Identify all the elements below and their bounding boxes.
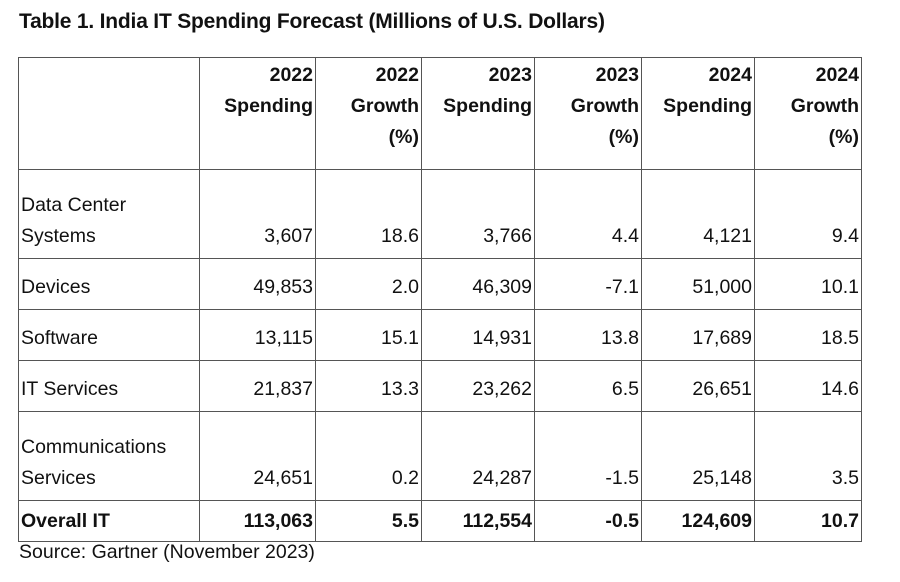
table-cell: 24,287 (421, 411, 535, 501)
table-cell: 25,148 (641, 411, 755, 501)
table-cell: 4,121 (641, 169, 755, 259)
corner-cell (18, 57, 200, 170)
table-cell: 124,609 (641, 500, 755, 542)
table-cell: 13,115 (199, 309, 316, 361)
table-cell: 26,651 (641, 360, 755, 412)
row-label-it-services: IT Services (18, 360, 200, 412)
table-title: Table 1. India IT Spending Forecast (Mil… (19, 10, 605, 33)
table-cell: 9.4 (754, 169, 862, 259)
table-cell: 3,766 (421, 169, 535, 259)
column-header-2024-growth: 2024 Growth (%) (754, 57, 862, 170)
row-label-communications-services: Communications Services (18, 411, 200, 501)
column-header-2022-growth: 2022 Growth (%) (315, 57, 422, 170)
column-header-2023-growth: 2023 Growth (%) (534, 57, 642, 170)
table-cell: 13.3 (315, 360, 422, 412)
table-cell: -0.5 (534, 500, 642, 542)
table-row: Communications Services 24,651 0.2 24,28… (18, 411, 862, 501)
table-cell: 10.1 (754, 258, 862, 310)
column-header-2024-spending: 2024 Spending (641, 57, 755, 170)
row-label-overall-it: Overall IT (18, 500, 200, 542)
table-cell: 10.7 (754, 500, 862, 542)
table-cell: -7.1 (534, 258, 642, 310)
table-cell: 21,837 (199, 360, 316, 412)
table-row: Data Center Systems 3,607 18.6 3,766 4.4… (18, 169, 862, 259)
table-cell: 2.0 (315, 258, 422, 310)
table-row: Devices 49,853 2.0 46,309 -7.1 51,000 10… (18, 258, 862, 310)
table-cell: 49,853 (199, 258, 316, 310)
row-label-data-center-systems: Data Center Systems (18, 169, 200, 259)
table-cell: 4.4 (534, 169, 642, 259)
table-cell: 46,309 (421, 258, 535, 310)
total-row: Overall IT 113,063 5.5 112,554 -0.5 124,… (18, 500, 862, 542)
table-cell: 3,607 (199, 169, 316, 259)
table-cell: 23,262 (421, 360, 535, 412)
column-header-2023-spending: 2023 Spending (421, 57, 535, 170)
spending-forecast-table: 2022 Spending 2022 Growth (%) 2023 Spend… (18, 57, 862, 542)
column-header-2022-spending: 2022 Spending (199, 57, 316, 170)
table-cell: 15.1 (315, 309, 422, 361)
table-cell: 0.2 (315, 411, 422, 501)
header-row: 2022 Spending 2022 Growth (%) 2023 Spend… (18, 57, 862, 170)
table-cell: 18.5 (754, 309, 862, 361)
table-row: IT Services 21,837 13.3 23,262 6.5 26,65… (18, 360, 862, 412)
table-cell: 3.5 (754, 411, 862, 501)
table-cell: 17,689 (641, 309, 755, 361)
table-row: Software 13,115 15.1 14,931 13.8 17,689 … (18, 309, 862, 361)
table-cell: 14.6 (754, 360, 862, 412)
table-cell: -1.5 (534, 411, 642, 501)
table-cell: 113,063 (199, 500, 316, 542)
table-cell: 14,931 (421, 309, 535, 361)
table-cell: 13.8 (534, 309, 642, 361)
row-label-software: Software (18, 309, 200, 361)
row-label-devices: Devices (18, 258, 200, 310)
table-cell: 5.5 (315, 500, 422, 542)
source-note: Source: Gartner (November 2023) (19, 541, 315, 563)
table-cell: 24,651 (199, 411, 316, 501)
table-cell: 112,554 (421, 500, 535, 542)
table-cell: 51,000 (641, 258, 755, 310)
table-cell: 6.5 (534, 360, 642, 412)
table-cell: 18.6 (315, 169, 422, 259)
